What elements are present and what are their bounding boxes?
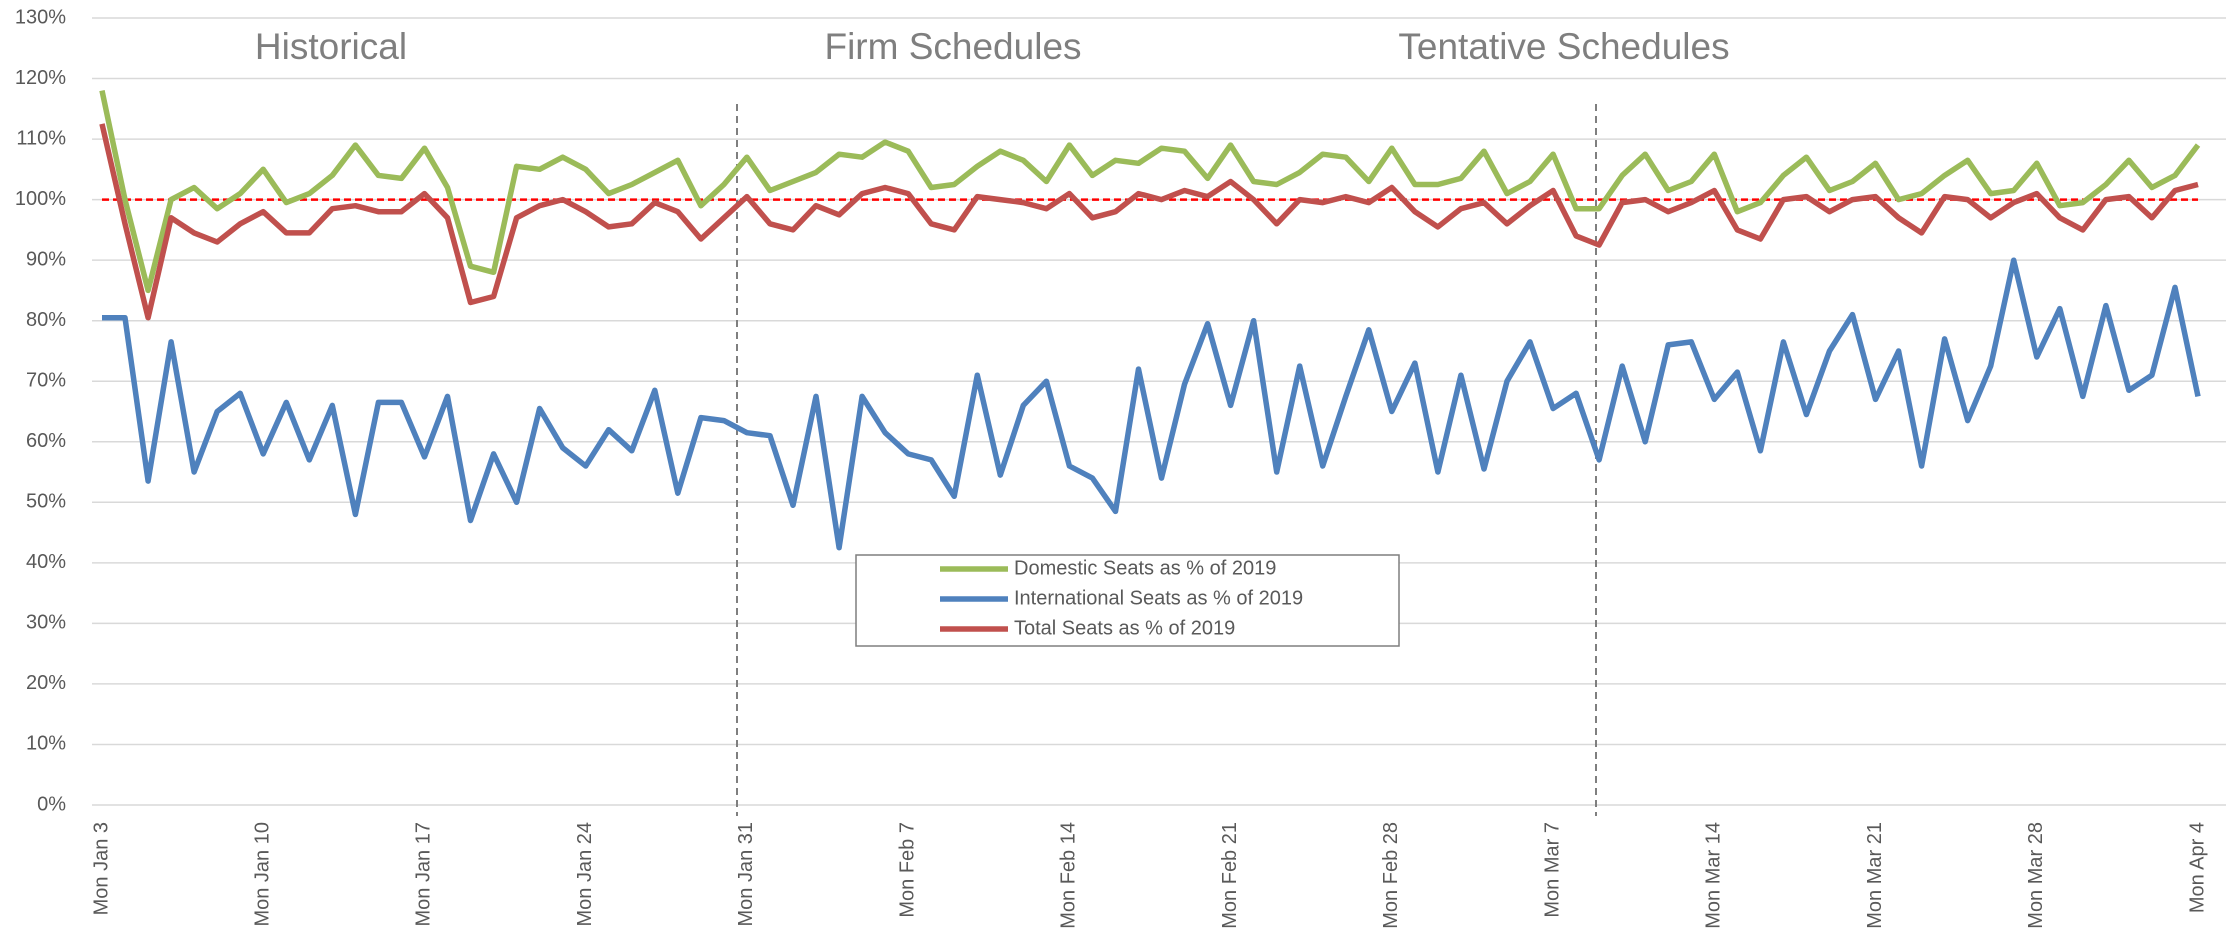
x-tick-label: Mon Jan 31: [735, 822, 757, 927]
y-tick-label: 0%: [37, 793, 66, 815]
y-tick-label: 60%: [26, 430, 66, 452]
y-tick-label: 100%: [15, 188, 66, 210]
y-tick-label: 30%: [26, 612, 66, 634]
y-tick-label: 70%: [26, 370, 66, 392]
x-tick-label: Mon Mar 7: [1541, 822, 1563, 918]
series-line: [99, 90, 2201, 294]
x-tick-label: Mon Mar 28: [2025, 822, 2047, 929]
series-line: [102, 257, 2201, 551]
x-tick-label: Mon Mar 14: [1703, 822, 1725, 929]
y-tick-label: 130%: [15, 6, 66, 28]
x-tick-label: Mon Jan 10: [252, 822, 274, 927]
x-tick-label: Mon Feb 7: [896, 822, 918, 918]
y-tick-label: 10%: [26, 733, 66, 755]
legend-label: International Seats as % of 2019: [1014, 587, 1303, 609]
x-tick-label: Mon Feb 28: [1380, 822, 1402, 929]
y-tick-label: 40%: [26, 551, 66, 573]
section-label: Historical: [255, 26, 407, 67]
x-tick-label: Mon Feb 21: [1219, 822, 1241, 929]
y-tick-label: 80%: [26, 309, 66, 331]
series-line: [99, 123, 2199, 321]
y-tick-label: 50%: [26, 491, 66, 513]
legend-label: Total Seats as % of 2019: [1014, 617, 1235, 639]
y-tick-label: 120%: [15, 67, 66, 89]
section-label: Tentative Schedules: [1398, 26, 1729, 67]
x-tick-label: Mon Feb 14: [1058, 822, 1080, 929]
y-tick-label: 90%: [26, 248, 66, 270]
x-tick-label: Mon Apr 4: [2186, 822, 2208, 913]
x-tick-label: Mon Mar 21: [1864, 822, 1886, 929]
x-tick-label: Mon Jan 3: [90, 822, 112, 915]
y-tick-label: 20%: [26, 672, 66, 694]
legend-label: Domestic Seats as % of 2019: [1014, 557, 1276, 579]
x-tick-label: Mon Jan 17: [413, 822, 435, 927]
y-tick-label: 110%: [16, 127, 66, 149]
x-tick-label: Mon Jan 24: [574, 822, 596, 927]
section-label: Firm Schedules: [824, 26, 1081, 67]
